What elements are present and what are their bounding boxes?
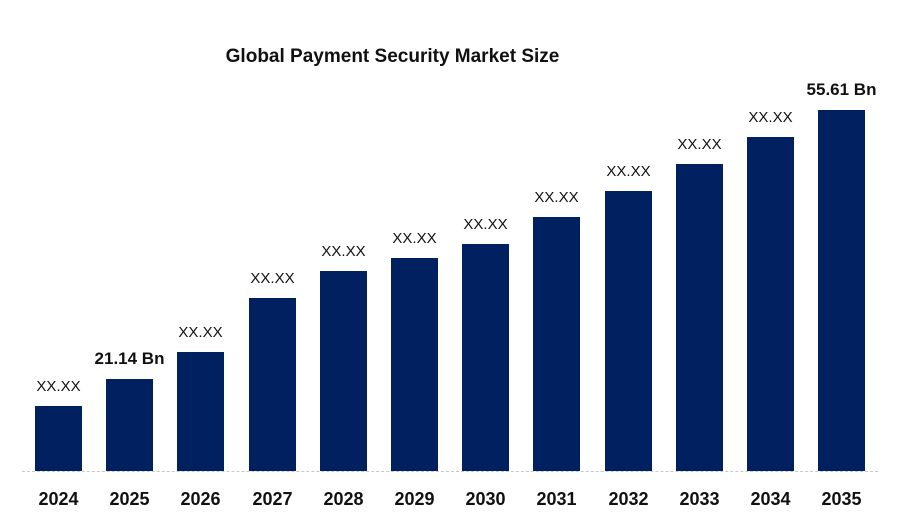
bar-2031 [533,217,580,471]
x-tick-label-2030: 2030 [465,489,506,509]
bar-2024 [35,406,82,471]
x-tick-label-2031: 2031 [536,489,577,509]
bar-2027 [249,298,296,471]
value-label-2026: XX.XX [178,324,223,341]
bar-2030 [462,244,509,471]
x-tick-label-2029: 2029 [394,489,435,509]
bar-2025 [106,379,153,471]
x-tick-label-2032: 2032 [608,489,649,509]
x-tick-label-2033: 2033 [679,489,720,509]
value-label-2035: 55.61 Bn [806,80,877,99]
bar-2029 [391,258,438,471]
x-tick-label-2028: 2028 [323,489,364,509]
value-label-2030: XX.XX [463,216,508,233]
value-label-2031: XX.XX [534,189,579,206]
x-tick-label-2024: 2024 [38,489,79,509]
value-label-2027: XX.XX [250,270,295,287]
x-tick-label-2035: 2035 [821,489,862,509]
value-label-2025: 21.14 Bn [94,349,165,368]
bar-2035 [818,110,865,471]
value-label-2032: XX.XX [606,163,651,180]
x-axis-baseline [22,471,878,472]
bar-2032 [605,191,652,471]
chart-title: Global Payment Security Market Size [225,46,560,67]
x-tick-label-2025: 2025 [109,489,150,509]
bar-2034 [747,137,794,471]
value-label-2033: XX.XX [677,136,722,153]
value-label-2024: XX.XX [36,378,81,395]
value-label-2029: XX.XX [392,230,437,247]
bar-2033 [676,164,723,471]
value-label-2028: XX.XX [321,243,366,260]
bar-2026 [177,352,224,471]
x-tick-label-2027: 2027 [252,489,293,509]
value-label-2034: XX.XX [748,109,793,126]
x-tick-label-2026: 2026 [180,489,221,509]
x-tick-label-2034: 2034 [750,489,791,509]
bar-2028 [320,271,367,471]
